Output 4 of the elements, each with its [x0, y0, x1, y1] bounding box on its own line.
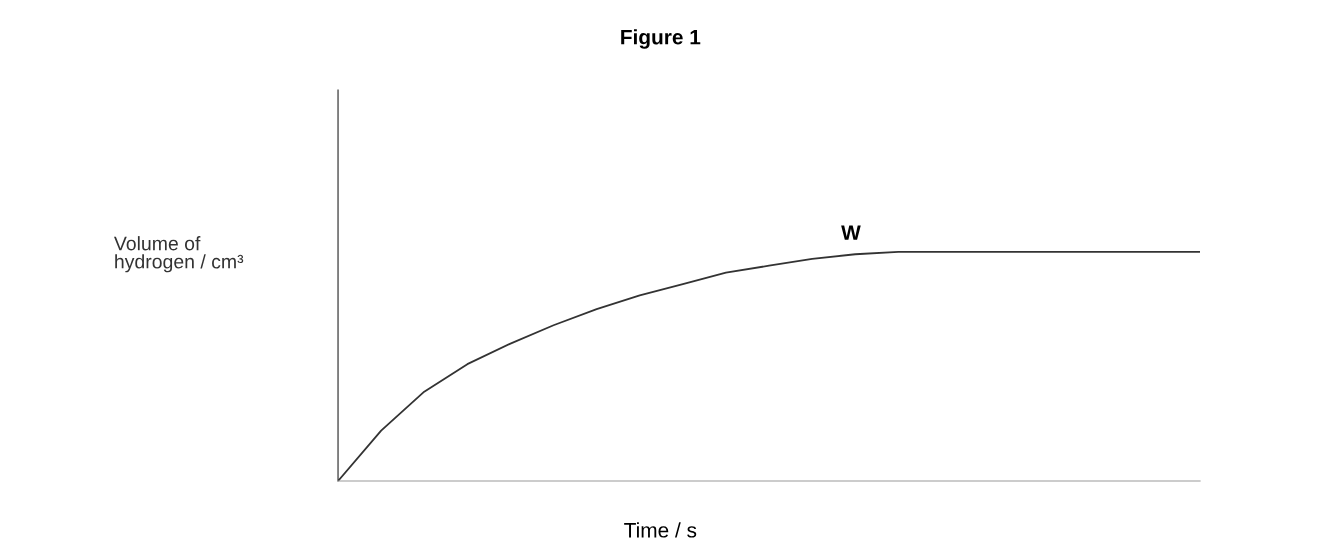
chart-title: Figure 1	[621, 29, 701, 49]
x-axis-title: Time / s	[624, 522, 697, 538]
text: W	[841, 225, 861, 240]
y-axis-title: Volume of hydrogen / cm³	[113, 236, 244, 273]
